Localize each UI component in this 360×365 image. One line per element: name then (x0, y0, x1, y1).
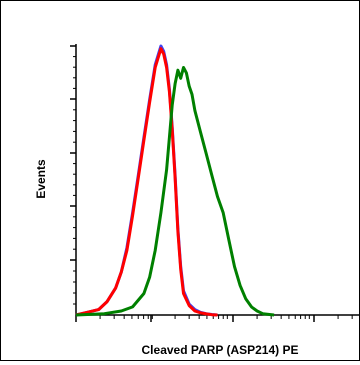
axes (70, 44, 359, 322)
series-line-1 (75, 47, 218, 317)
series-line-2 (75, 66, 275, 317)
y-axis-label: Events (34, 159, 48, 199)
histogram-chart: Events Cleaved PARP (ASP214) PE (34, 44, 359, 357)
series-layer (75, 44, 275, 317)
x-axis-label: Cleaved PARP (ASP214) PE (142, 343, 299, 357)
series-line-0 (75, 44, 218, 317)
